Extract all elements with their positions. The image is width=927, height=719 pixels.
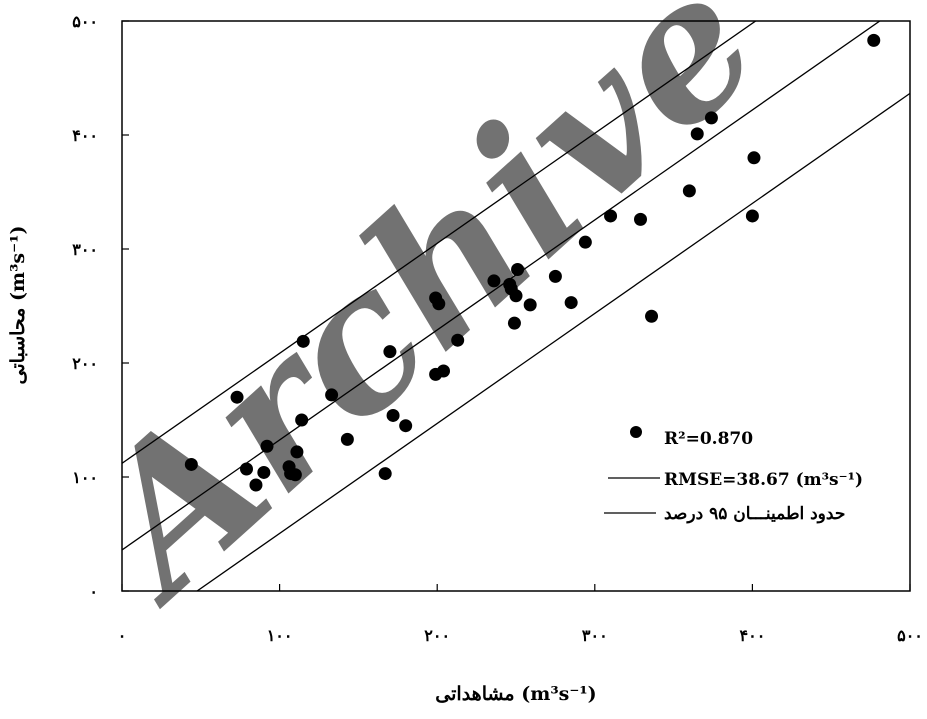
- data-point-39: [745, 209, 759, 223]
- data-point-40: [747, 151, 761, 165]
- data-point-34: [634, 212, 648, 226]
- data-point-16: [386, 408, 400, 422]
- data-point-20: [432, 297, 446, 311]
- data-point-36: [682, 184, 696, 198]
- y-tick-label-3: ۳۰۰: [72, 240, 98, 259]
- data-point-1: [230, 390, 244, 404]
- data-point-12: [325, 388, 339, 402]
- data-point-29: [523, 298, 537, 312]
- x-tick-label-2: ۲۰۰: [424, 626, 450, 645]
- upper-confidence-line: [122, 21, 757, 464]
- data-point-26: [507, 316, 521, 330]
- y-tick-label-1: ۱۰۰: [72, 468, 98, 487]
- legend-point-marker: [630, 426, 642, 438]
- data-point-23: [487, 274, 501, 288]
- data-point-27: [509, 289, 523, 303]
- data-point-8: [288, 468, 302, 482]
- plot-frame: [121, 20, 911, 592]
- x-axis-title: مشاهداتی (m³s⁻¹): [435, 683, 596, 705]
- watermark: Archive: [41, 0, 799, 643]
- legend: R²=0.870 RMSE=38.67 (m³s⁻¹) حدود اطمینــ…: [604, 426, 863, 524]
- legend-label-rmse: RMSE=38.67 (m³s⁻¹): [664, 470, 863, 490]
- legend-label-r2: R²=0.870: [664, 429, 753, 449]
- data-point-11: [296, 334, 310, 348]
- x-tick-label-0: ۰: [118, 626, 127, 645]
- data-point-38: [704, 111, 718, 125]
- data-point-9: [290, 445, 304, 459]
- x-tick-label-1: ۱۰۰: [267, 626, 293, 645]
- data-point-22: [451, 333, 465, 347]
- x-tick-label-5: ۵۰۰: [897, 626, 923, 645]
- data-point-14: [378, 467, 392, 481]
- data-point-13: [340, 432, 354, 446]
- data-point-17: [399, 419, 413, 433]
- ticks-layer: ۰ ۱۰۰ ۲۰۰ ۳۰۰ ۴۰۰ ۵۰۰ ۰ ۱۰۰ ۲۰۰ ۳۰۰ ۴۰۰ ۵۰۰: [72, 12, 923, 645]
- data-point-21: [437, 364, 451, 378]
- data-point-15: [383, 345, 397, 359]
- points-layer: [184, 33, 881, 492]
- y-axis-title: محاسباتی (m³s⁻¹): [7, 226, 29, 385]
- data-point-30: [548, 269, 562, 283]
- data-point-35: [645, 309, 659, 323]
- x-tick-label-4: ۴۰۰: [740, 626, 766, 645]
- data-point-37: [690, 127, 704, 141]
- data-point-3: [249, 478, 263, 492]
- data-point-0: [184, 457, 198, 471]
- data-point-5: [260, 439, 274, 453]
- y-tick-label-5: ۵۰۰: [72, 12, 98, 31]
- data-point-31: [564, 296, 578, 310]
- data-point-2: [240, 462, 254, 476]
- data-point-32: [578, 235, 592, 249]
- data-point-10: [295, 413, 309, 427]
- data-point-33: [604, 209, 618, 223]
- y-tick-label-4: ۴۰۰: [72, 126, 98, 145]
- data-point-4: [257, 465, 271, 479]
- data-point-41: [867, 33, 881, 47]
- y-tick-label-0: ۰: [89, 582, 98, 601]
- data-point-28: [511, 263, 525, 277]
- y-tick-label-2: ۲۰۰: [72, 354, 98, 373]
- x-tick-label-3: ۳۰۰: [582, 626, 608, 645]
- legend-label-confidence: حدود اطمینـــان ۹۵ درصد: [664, 504, 845, 524]
- lower-confidence-line: [195, 92, 910, 591]
